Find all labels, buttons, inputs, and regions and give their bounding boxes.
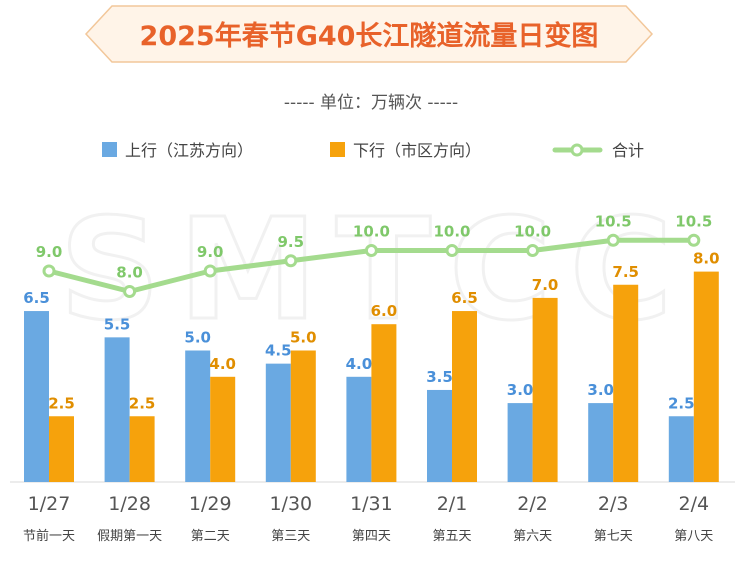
bar-down-1/27 bbox=[49, 416, 74, 482]
bar-up-2/4 bbox=[668, 416, 694, 482]
total-label-2/2: 10.0 bbox=[514, 223, 551, 241]
bar-down-2/2 bbox=[532, 297, 558, 482]
bar-up-label-2/2: 3.0 bbox=[507, 381, 534, 399]
bar-down-label-2/1: 6.5 bbox=[451, 289, 478, 307]
total-label-1/29: 9.0 bbox=[197, 243, 224, 261]
bar-down-label-1/28: 2.5 bbox=[129, 394, 156, 412]
bar-up-1/30 bbox=[265, 363, 291, 482]
x-sub-label-1/30: 第三天 bbox=[271, 529, 310, 544]
total-point-2/2 bbox=[526, 244, 540, 257]
x-sub-label-2/2: 第六天 bbox=[513, 529, 552, 544]
total-point-1/28 bbox=[123, 285, 137, 298]
legend-swatch-down bbox=[330, 142, 345, 157]
legend-label-total: 合计 bbox=[612, 141, 644, 160]
legend: 上行（江苏方向） 下行（市区方向） 合计 bbox=[102, 141, 644, 160]
x-tick-label-1/30: 1/30 bbox=[269, 493, 312, 515]
legend-label-down: 下行（市区方向） bbox=[353, 141, 481, 160]
x-sub-label-1/27: 节前一天 bbox=[23, 528, 75, 544]
bar-down-label-2/3: 7.5 bbox=[612, 263, 639, 281]
bar-up-2/1 bbox=[427, 389, 452, 482]
total-point-2/1 bbox=[445, 244, 459, 257]
bar-up-label-2/4: 2.5 bbox=[668, 394, 695, 412]
bar-down-label-2/2: 7.0 bbox=[532, 276, 559, 294]
total-point-1/27 bbox=[42, 264, 56, 278]
x-tick-label-2/1: 2/1 bbox=[437, 493, 468, 515]
bar-down-label-2/4: 8.0 bbox=[693, 250, 720, 268]
watermark-text: SMTCC bbox=[59, 189, 690, 352]
bar-down-label-1/30: 5.0 bbox=[290, 329, 317, 347]
bar-down-1/31 bbox=[371, 324, 397, 482]
x-sub-label-1/28: 假期第一天 bbox=[97, 529, 162, 544]
bar-up-2/2 bbox=[507, 403, 533, 482]
legend-label-up: 上行（江苏方向） bbox=[125, 141, 253, 160]
bar-down-label-1/27: 2.5 bbox=[48, 394, 75, 412]
x-tick-label-2/4: 2/4 bbox=[679, 493, 710, 515]
total-label-1/28: 8.0 bbox=[116, 264, 143, 282]
bar-down-2/4 bbox=[693, 271, 719, 482]
x-tick-label-2/2: 2/2 bbox=[517, 493, 548, 515]
bar-up-label-1/28: 5.5 bbox=[104, 315, 131, 333]
total-point-1/31 bbox=[364, 244, 378, 257]
total-point-1/29 bbox=[203, 264, 217, 278]
bar-up-1/29 bbox=[185, 350, 211, 482]
bar-down-2/3 bbox=[613, 284, 639, 482]
bar-down-label-1/31: 6.0 bbox=[371, 302, 398, 320]
chart-title: 2025年春节G40长江隧道流量日变图 bbox=[140, 20, 599, 52]
bar-down-1/29 bbox=[210, 376, 236, 482]
bar-up-label-2/1: 3.5 bbox=[426, 368, 453, 386]
bar-up-1/27 bbox=[24, 311, 49, 482]
x-tick-label-1/31: 1/31 bbox=[350, 493, 393, 515]
legend-swatch-total-dot bbox=[570, 143, 584, 157]
total-line-group: 9.0 8.0 9.0 9.5 10.0 10.0 10.0 10.5 10.5 bbox=[36, 212, 712, 298]
x-tick-label-2/3: 2/3 bbox=[598, 493, 629, 515]
x-sub-label-2/1: 第五天 bbox=[432, 529, 471, 544]
x-sub-label-1/29: 第二天 bbox=[191, 529, 230, 544]
unit-label: ----- 单位：万辆次 ----- bbox=[284, 93, 458, 113]
bar-up-label-1/31: 4.0 bbox=[346, 355, 373, 373]
total-label-2/3: 10.5 bbox=[595, 212, 632, 230]
total-label-1/27: 9.0 bbox=[36, 243, 63, 261]
bars-group: 6.52.55.52.55.04.04.55.04.06.03.56.53.07… bbox=[23, 250, 720, 482]
bar-up-2/3 bbox=[588, 403, 614, 482]
total-label-1/31: 10.0 bbox=[353, 223, 390, 241]
x-sub-label-2/3: 第七天 bbox=[594, 529, 633, 544]
bar-up-label-1/29: 5.0 bbox=[184, 329, 211, 347]
total-point-2/3 bbox=[606, 233, 620, 247]
bar-up-label-2/3: 3.0 bbox=[587, 381, 614, 399]
total-label-1/30: 9.5 bbox=[278, 233, 305, 251]
title-banner bbox=[84, 5, 654, 63]
x-sub-label-1/31: 第四天 bbox=[352, 529, 391, 544]
x-axis-labels: 1/27 节前一天 1/28 假期第一天 1/29 第二天 1/30 第三天 1/31 第四天 2/… bbox=[23, 493, 713, 544]
bar-down-2/1 bbox=[452, 311, 477, 482]
total-point-2/4 bbox=[687, 233, 701, 247]
total-label-2/1: 10.0 bbox=[433, 223, 470, 241]
total-point-1/30 bbox=[284, 254, 298, 268]
legend-swatch-up bbox=[102, 142, 117, 157]
x-sub-label-2/4: 第八天 bbox=[674, 529, 713, 544]
x-tick-label-1/29: 1/29 bbox=[189, 493, 232, 515]
bar-up-1/28 bbox=[104, 337, 130, 482]
bar-down-1/28 bbox=[129, 416, 155, 482]
x-tick-label-1/27: 1/27 bbox=[28, 493, 71, 515]
bar-down-label-1/29: 4.0 bbox=[209, 355, 236, 373]
bar-up-label-1/27: 6.5 bbox=[23, 289, 50, 307]
bar-down-1/30 bbox=[290, 350, 316, 482]
x-tick-label-1/28: 1/28 bbox=[108, 493, 151, 515]
total-label-2/4: 10.5 bbox=[675, 212, 712, 230]
bar-up-label-1/30: 4.5 bbox=[265, 342, 292, 360]
bar-up-1/31 bbox=[346, 376, 372, 482]
